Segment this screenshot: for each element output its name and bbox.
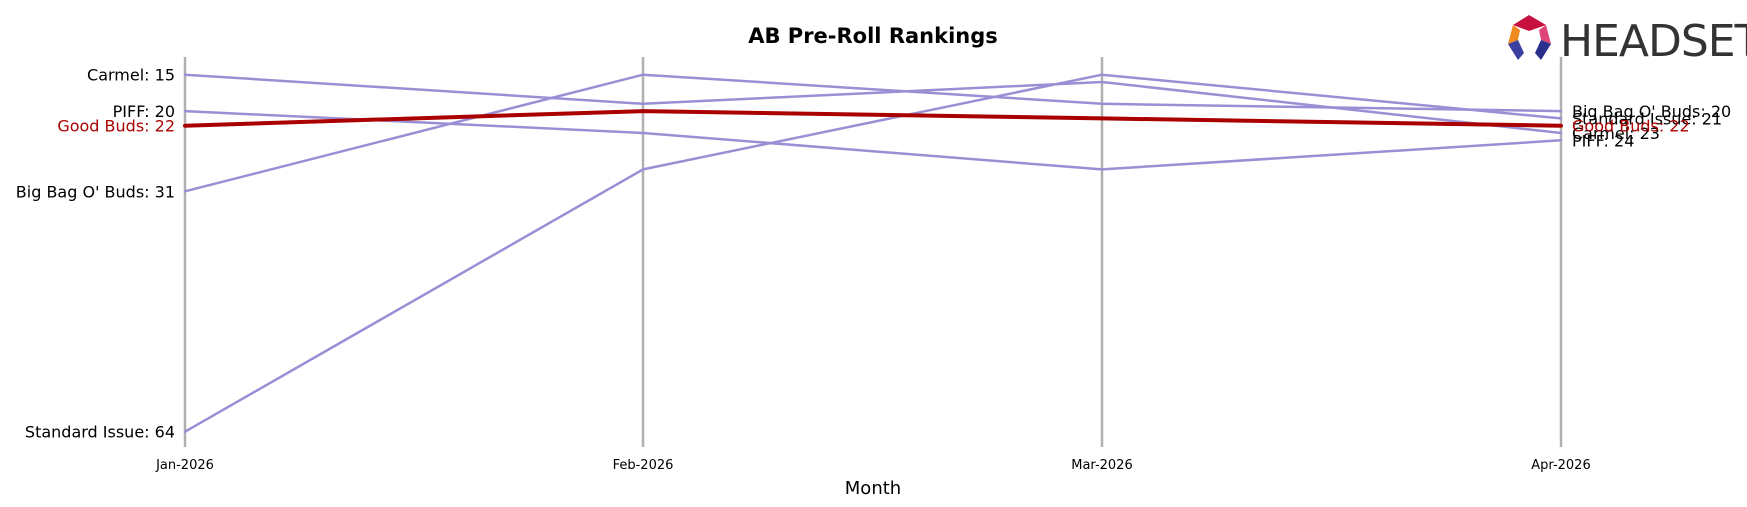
end-label-3: Standard Issue: 21 xyxy=(1572,109,1722,128)
series-line-4 xyxy=(183,109,1563,128)
chart-title: AB Pre-Roll Rankings xyxy=(748,24,998,48)
series-line-1 xyxy=(183,109,1563,171)
start-label-1: PIFF: 20 xyxy=(113,102,175,121)
end-label-1: PIFF: 24 xyxy=(1572,131,1634,150)
x-tick-labels: Jan-2026 Feb-2026 Mar-2026 Apr-2026 xyxy=(155,458,1591,473)
month-gridlines xyxy=(183,57,1563,447)
headset-logo-text: HEADSET xyxy=(1560,16,1747,67)
x-tick-0: Jan-2026 xyxy=(155,458,214,473)
end-label-0: Carmel: 23 xyxy=(1572,124,1660,143)
headset-logo: HEADSET xyxy=(1508,15,1747,67)
start-label-4: Good Buds: 22 xyxy=(57,117,175,136)
start-label-0: Carmel: 15 xyxy=(87,66,175,85)
x-axis-label: Month xyxy=(845,478,901,499)
series-lines xyxy=(183,73,1563,433)
series-line-2 xyxy=(183,73,1563,193)
x-tick-1: Feb-2026 xyxy=(613,458,674,473)
end-label-4: Good Buds: 22 xyxy=(1572,117,1690,136)
series-labels: Carmel: 15 Carmel: 23 PIFF: 20 PIFF: 24 Big … xyxy=(16,66,1731,442)
x-tick-3: Apr-2026 xyxy=(1531,458,1590,473)
start-label-3: Standard Issue: 64 xyxy=(25,423,175,442)
end-label-2: Big Bag O' Buds: 20 xyxy=(1572,102,1731,121)
headset-logo-icon xyxy=(1508,15,1551,60)
x-tick-2: Mar-2026 xyxy=(1071,458,1132,473)
start-label-2: Big Bag O' Buds: 31 xyxy=(16,182,175,201)
series-line-3 xyxy=(183,73,1563,433)
